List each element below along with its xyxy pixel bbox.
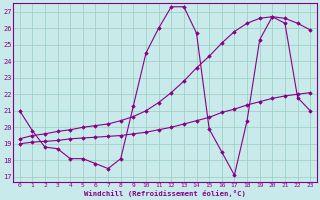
X-axis label: Windchill (Refroidissement éolien,°C): Windchill (Refroidissement éolien,°C)	[84, 190, 246, 197]
